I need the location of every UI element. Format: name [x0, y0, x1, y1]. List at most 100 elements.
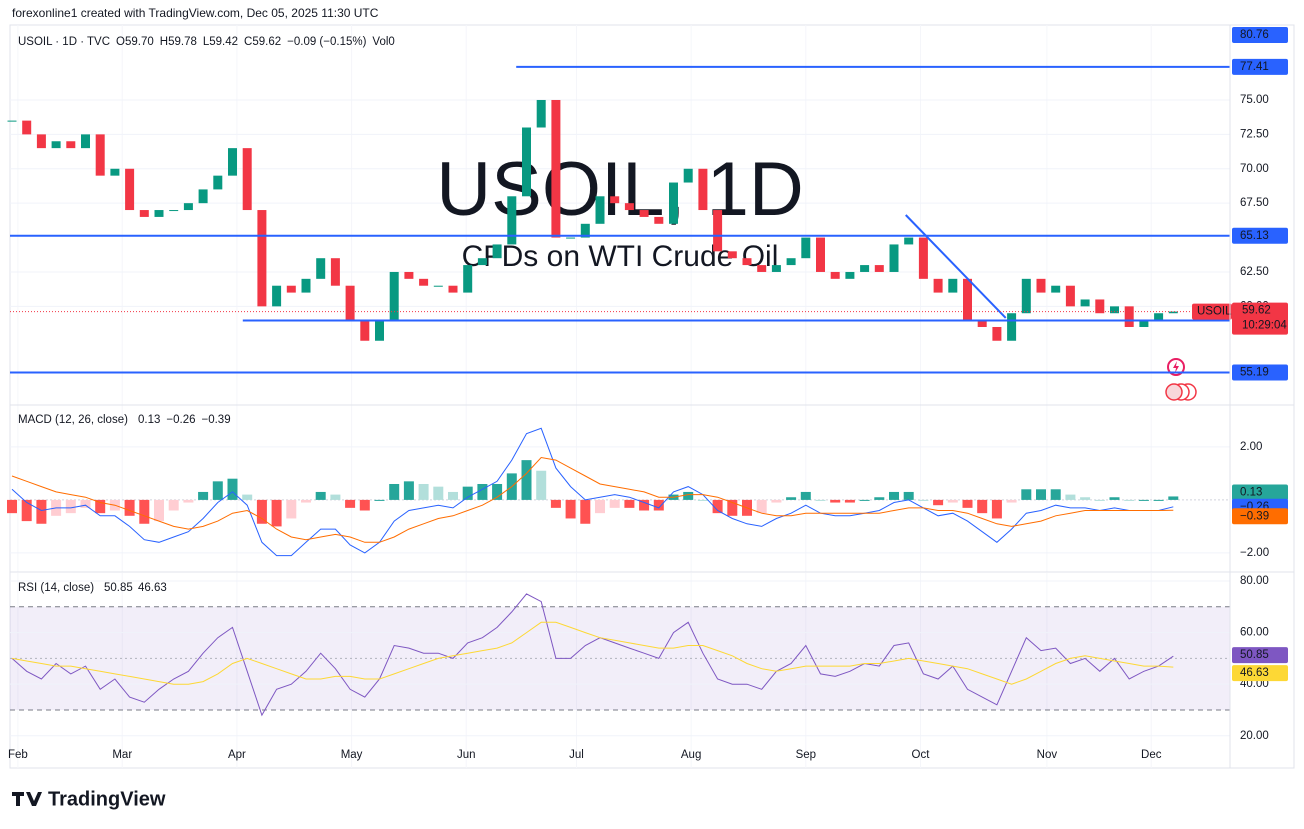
histogram-bar: [1094, 499, 1105, 501]
y-tick-label: 40.00: [1240, 678, 1269, 690]
candle: [580, 223, 590, 238]
x-tick-label: Dec: [1141, 749, 1162, 761]
candle: [757, 265, 767, 272]
candle: [330, 258, 340, 286]
last-value: 0.13: [1240, 486, 1262, 498]
legend-value: 50.85: [104, 582, 133, 594]
x-tick-label: Sep: [796, 749, 816, 761]
y-tick-label: 67.50: [1240, 197, 1269, 209]
candle: [477, 258, 487, 266]
histogram-bar: [536, 470, 547, 500]
level-label-box: [1232, 364, 1288, 381]
candle: [742, 258, 752, 266]
level-label: 77.41: [1240, 61, 1269, 73]
signal-line: [11, 456, 1174, 543]
candle: [81, 134, 90, 149]
last-value-box: [1232, 647, 1288, 664]
rsi-ma-line: [11, 621, 1174, 685]
histogram-bar: [1153, 499, 1164, 501]
candle: [448, 285, 458, 293]
histogram-bar: [418, 483, 429, 500]
candle: [1154, 313, 1164, 321]
legend-value: 59.62: [252, 36, 281, 48]
candle: [830, 271, 840, 279]
candle: [125, 168, 135, 211]
histogram-bar: [918, 499, 929, 501]
candle: [110, 168, 120, 176]
candle: [169, 210, 179, 212]
histogram-bar: [977, 499, 988, 514]
candle: [22, 120, 32, 135]
candle: [213, 175, 223, 190]
histogram-bar: [844, 499, 855, 503]
histogram-bar: [462, 486, 473, 500]
y-tick-label: 70.00: [1240, 163, 1269, 175]
histogram-bar: [433, 486, 444, 500]
legend-key: H: [160, 36, 168, 48]
candle: [1036, 278, 1046, 293]
candle: [860, 265, 870, 272]
histogram-bar: [874, 497, 885, 500]
candle: [1095, 299, 1105, 314]
candle: [375, 320, 384, 341]
candle: [419, 278, 429, 286]
histogram-bar: [330, 494, 341, 500]
legend-value: −0.26: [166, 414, 195, 426]
legend-key: Vol: [372, 36, 388, 48]
histogram-bar: [712, 499, 723, 514]
candle: [610, 196, 620, 204]
logo-text: TradingView: [48, 788, 166, 810]
candle: [566, 237, 576, 239]
legend-value: 59.42: [209, 36, 238, 48]
candle: [1021, 278, 1031, 314]
candle: [874, 265, 884, 272]
candle: [713, 210, 723, 252]
candle: [904, 237, 914, 245]
y-tick-label: 80.00: [1240, 575, 1269, 587]
candle: [1168, 311, 1178, 314]
macd-line: [11, 427, 1174, 557]
candle: [36, 134, 46, 149]
histogram-bar: [183, 499, 194, 503]
histogram-bar: [595, 499, 605, 514]
candle: [771, 265, 781, 272]
histogram-bar: [36, 499, 47, 524]
x-tick-label: Oct: [912, 749, 931, 761]
x-tick-label: Mar: [112, 749, 132, 761]
legend-value: 59.78: [168, 36, 197, 48]
candle: [624, 203, 634, 211]
histogram-bar: [771, 499, 782, 503]
histogram-bar: [991, 499, 1002, 519]
candle: [7, 120, 17, 122]
histogram-bar: [1168, 496, 1179, 500]
candle: [963, 278, 972, 321]
last-value: 46.63: [1240, 667, 1269, 679]
watermark: USOIL, 1D: [436, 147, 803, 232]
symbol-label: USOIL: [1197, 306, 1232, 318]
symbol-box: [1192, 303, 1232, 320]
histogram-bar: [198, 491, 209, 500]
candle: [801, 237, 811, 259]
candle: [1110, 306, 1119, 314]
level-label: 65.13: [1240, 230, 1269, 242]
histogram-bar: [359, 499, 370, 511]
candle: [228, 148, 237, 176]
histogram-bar: [1036, 489, 1046, 500]
candle: [433, 285, 443, 287]
candle: [389, 271, 399, 321]
histogram-bar: [580, 499, 591, 524]
candle: [992, 326, 1002, 341]
x-tick-label: Feb: [8, 749, 28, 761]
candle: [727, 251, 737, 259]
logo: TradingView: [12, 788, 166, 810]
candle: [1065, 285, 1075, 307]
icons: [1165, 358, 1197, 401]
histogram-bar: [345, 499, 356, 508]
legend-value: 46.63: [138, 582, 167, 594]
candle: [316, 258, 326, 279]
histogram-bar: [492, 483, 503, 500]
candle: [1051, 285, 1061, 293]
x-tick-label: May: [341, 749, 363, 761]
histogram-bar: [403, 481, 414, 500]
level-label: 55.19: [1240, 367, 1269, 379]
